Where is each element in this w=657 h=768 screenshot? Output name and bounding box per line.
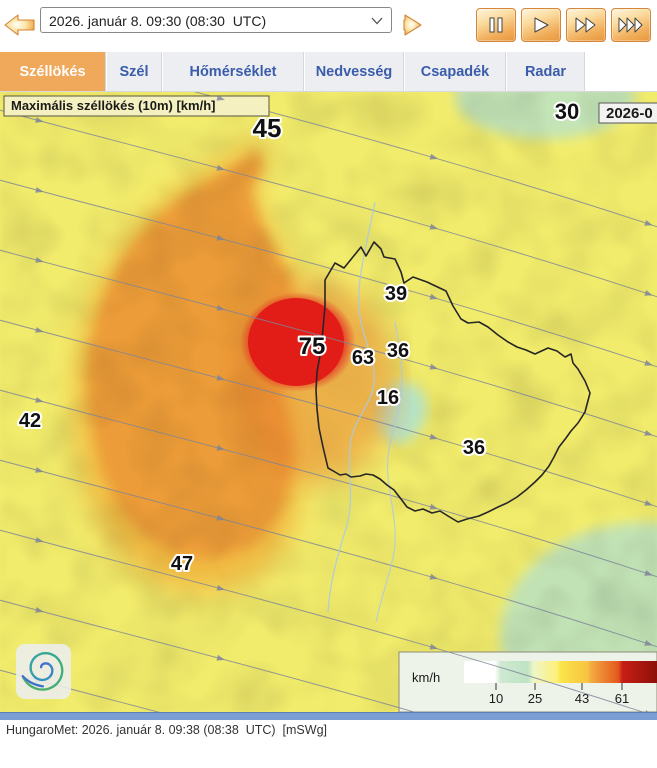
svg-text:47: 47: [171, 553, 193, 575]
svg-text:45: 45: [253, 113, 282, 143]
svg-text:2026-0: 2026-0: [606, 105, 653, 122]
svg-text:75: 75: [299, 333, 326, 360]
svg-text:16: 16: [377, 387, 399, 409]
svg-text:Maximális széllökés (10m) [km/: Maximális széllökés (10m) [km/h]: [11, 98, 215, 113]
svg-text:30: 30: [555, 99, 579, 124]
svg-text:39: 39: [385, 283, 407, 305]
svg-text:63: 63: [352, 347, 374, 369]
svg-text:42: 42: [19, 410, 41, 432]
svg-text:10: 10: [489, 691, 503, 706]
svg-text:36: 36: [387, 340, 409, 362]
svg-text:43: 43: [575, 691, 589, 706]
svg-text:25: 25: [528, 691, 542, 706]
svg-text:km/h: km/h: [412, 670, 440, 685]
svg-text:36: 36: [463, 437, 485, 459]
